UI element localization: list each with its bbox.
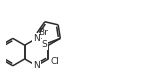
- Text: Cl: Cl: [50, 57, 59, 66]
- Text: S: S: [42, 40, 48, 49]
- Text: N: N: [33, 61, 40, 70]
- Text: N: N: [33, 34, 40, 43]
- Text: Br: Br: [38, 28, 48, 37]
